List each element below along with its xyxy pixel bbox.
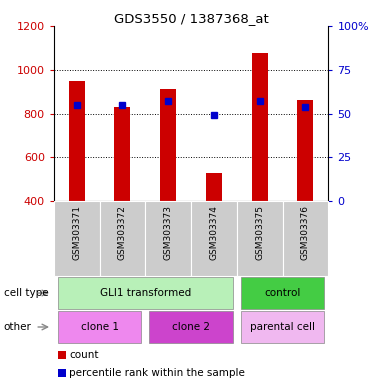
Text: GSM303375: GSM303375 <box>255 205 264 260</box>
Bar <box>241 277 324 309</box>
Bar <box>145 201 191 276</box>
Text: GSM303376: GSM303376 <box>301 205 310 260</box>
Bar <box>114 107 131 201</box>
Text: parental cell: parental cell <box>250 322 315 332</box>
Bar <box>69 81 85 201</box>
Bar <box>191 201 237 276</box>
Text: cell type: cell type <box>4 288 48 298</box>
Text: GSM303371: GSM303371 <box>72 205 81 260</box>
Bar <box>298 100 313 201</box>
Bar <box>241 311 324 343</box>
Text: GLI1 transformed: GLI1 transformed <box>100 288 191 298</box>
Bar <box>160 89 176 201</box>
Bar <box>283 201 328 276</box>
Bar <box>206 172 222 201</box>
Bar <box>58 311 141 343</box>
Bar <box>252 53 268 201</box>
Bar <box>150 311 233 343</box>
Bar <box>54 201 99 276</box>
Text: control: control <box>265 288 301 298</box>
Text: clone 2: clone 2 <box>172 322 210 332</box>
Bar <box>58 277 233 309</box>
Text: GSM303374: GSM303374 <box>210 205 219 260</box>
Title: GDS3550 / 1387368_at: GDS3550 / 1387368_at <box>114 12 269 25</box>
Bar <box>99 201 145 276</box>
Text: clone 1: clone 1 <box>81 322 119 332</box>
Text: GSM303372: GSM303372 <box>118 205 127 260</box>
Bar <box>237 201 283 276</box>
Text: other: other <box>4 322 32 332</box>
Text: percentile rank within the sample: percentile rank within the sample <box>69 368 245 378</box>
Text: GSM303373: GSM303373 <box>164 205 173 260</box>
Text: count: count <box>69 350 99 360</box>
